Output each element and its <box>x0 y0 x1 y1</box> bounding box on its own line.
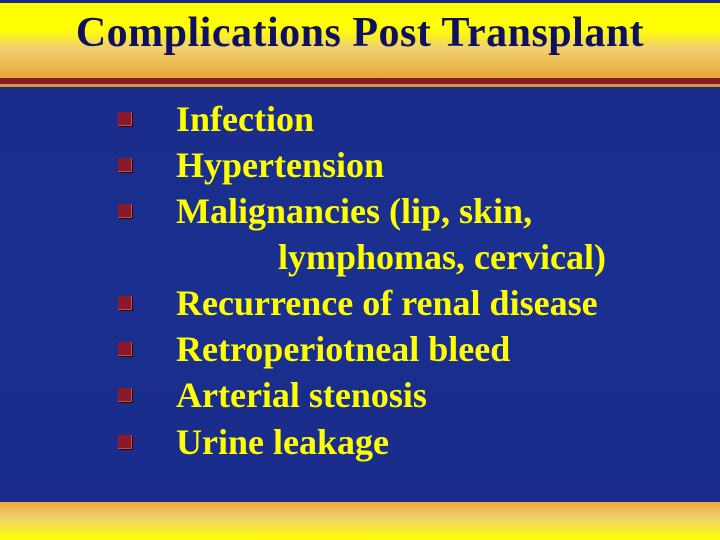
list-item-text: Hypertension <box>176 142 384 188</box>
bullet-list: Infection Hypertension Malignancies (lip… <box>118 96 688 465</box>
list-item-text: Urine leakage <box>176 419 389 465</box>
list-item-text: Infection <box>176 96 314 142</box>
bullet-icon <box>118 296 132 310</box>
bullet-icon <box>118 112 132 126</box>
list-item: Arterial stenosis <box>118 372 688 418</box>
list-item-text: Recurrence of renal disease <box>176 280 598 326</box>
title-band: Complications Post Transplant <box>0 0 720 78</box>
rule-gold <box>0 84 720 87</box>
list-item: Infection <box>118 96 688 142</box>
slide-title: Complications Post Transplant <box>76 9 644 57</box>
list-item-continuation: lymphomas, cervical) <box>278 234 688 280</box>
list-item-text: Arterial stenosis <box>176 372 427 418</box>
bullet-icon <box>118 388 132 402</box>
list-item: Retroperiotneal bleed <box>118 326 688 372</box>
bullet-icon <box>118 204 132 218</box>
list-item-text: Retroperiotneal bleed <box>176 326 510 372</box>
bullet-icon <box>118 342 132 356</box>
list-item: Hypertension <box>118 142 688 188</box>
bullet-icon <box>118 158 132 172</box>
list-item: Urine leakage <box>118 419 688 465</box>
bullet-icon <box>118 435 132 449</box>
list-item: Malignancies (lip, skin, <box>118 188 688 234</box>
list-item: Recurrence of renal disease <box>118 280 688 326</box>
list-item-text: Malignancies (lip, skin, <box>176 188 532 234</box>
footer-band <box>0 502 720 540</box>
slide: Complications Post Transplant Infection … <box>0 0 720 540</box>
